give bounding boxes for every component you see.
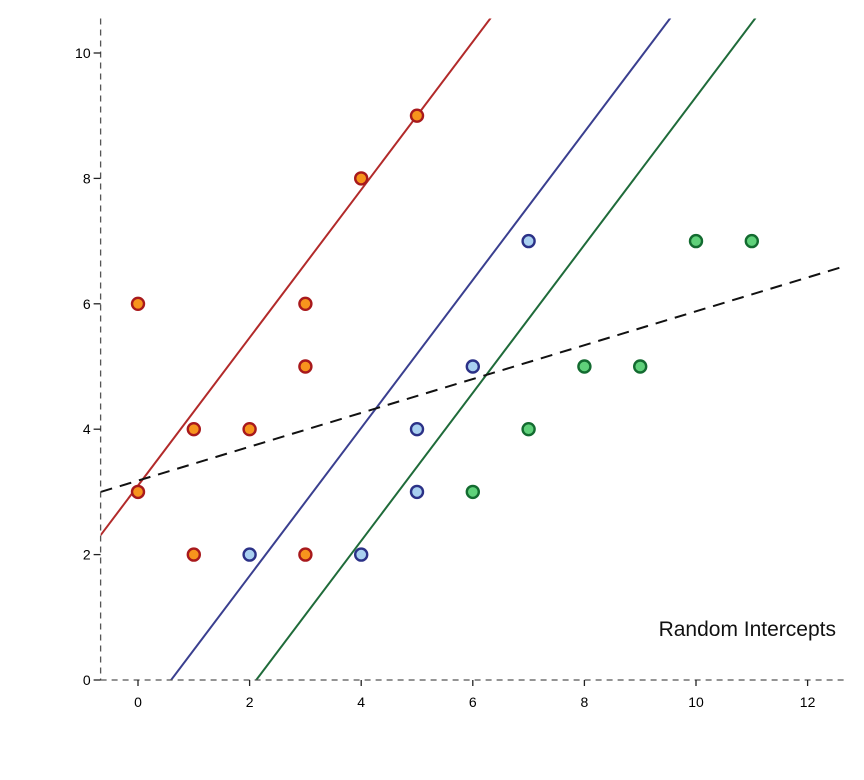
group-3-point: [521, 422, 536, 437]
x-tick-label: 10: [688, 694, 704, 710]
overall-fit-line: [100, 264, 847, 493]
fit-lines: [100, 18, 847, 680]
group-1-fit-line: [100, 18, 492, 536]
x-tick-label: 8: [581, 694, 589, 710]
group-2-fit-line: [169, 18, 672, 680]
x-tick-label: 6: [469, 694, 477, 710]
group-2-point: [521, 233, 536, 249]
axes: 0 2 4 6 8 10 12 0 2 4 6 8 10: [75, 18, 847, 710]
group-1-point: [298, 296, 313, 311]
group-3-point: [688, 233, 704, 249]
x-tick-label: 12: [800, 694, 816, 710]
y-tick-label: 6: [83, 296, 91, 312]
y-tick-label: 8: [83, 170, 91, 186]
group-2-point: [465, 359, 480, 374]
x-tick-label: 4: [357, 694, 365, 710]
group-1-point: [186, 422, 202, 437]
x-tick-label: 2: [246, 694, 254, 710]
group-1-point: [130, 484, 146, 500]
group-1-point: [298, 547, 313, 562]
group-2-point: [409, 422, 425, 437]
data-points: [130, 108, 759, 562]
group-1-point: [354, 171, 369, 186]
group-2-point: [409, 484, 425, 500]
group-3-point: [577, 359, 592, 374]
group-1-point: [242, 422, 257, 437]
y-tick-label: 10: [75, 45, 91, 61]
chart-annotation: Random Intercepts: [659, 618, 836, 641]
group-1-point: [409, 108, 425, 123]
y-tick-label: 0: [83, 672, 91, 688]
y-tick-label: 4: [83, 421, 91, 437]
group-3-point: [465, 484, 480, 500]
group-3-point: [633, 359, 648, 374]
y-tick-label: 2: [83, 547, 91, 563]
group-1-point: [298, 359, 313, 374]
group-1-point: [130, 296, 146, 311]
x-tick-label: 0: [134, 694, 142, 710]
group-2-point: [354, 547, 369, 562]
group-2-point: [242, 547, 257, 562]
group-3-fit-line: [254, 18, 757, 680]
group-1-point: [186, 547, 202, 562]
group-3-point: [744, 233, 759, 249]
